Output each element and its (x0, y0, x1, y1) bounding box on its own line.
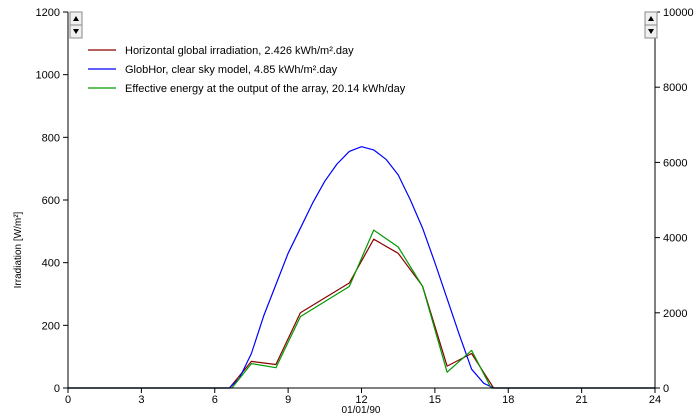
x-tick-label: 0 (65, 394, 71, 406)
up-arrow-icon (73, 16, 79, 21)
up-arrow-icon (648, 16, 654, 21)
x-tick-label: 12 (355, 394, 367, 406)
legend-label-horizontal-global: Horizontal global irradiation, 2.426 kWh… (125, 45, 354, 57)
x-tick-label: 21 (576, 394, 588, 406)
y-axis-label: Irradiation [W/m²] (13, 211, 24, 288)
ticks: 0 3 6 9 12 15 18 21 2402004006008001000120002000… (36, 7, 694, 406)
x-tick-label: 24 (649, 394, 661, 406)
y-tick-label: 1200 (36, 7, 60, 19)
x-axis-label: 01/01/90 (342, 405, 381, 416)
x-tick-label: 6 (212, 394, 218, 406)
y-tick-label: 0 (54, 383, 60, 395)
y-tick-label: 400 (42, 258, 60, 270)
y2-tick-label: 8000 (663, 82, 687, 94)
series-line-effective-energy (68, 229, 655, 389)
y-tick-label: 1000 (36, 70, 60, 82)
series-line-horizontal-global (68, 238, 655, 389)
down-arrow-icon (73, 29, 79, 34)
y-tick-label: 200 (42, 320, 60, 332)
x-tick-label: 9 (285, 394, 291, 406)
y2-tick-label: 6000 (663, 157, 687, 169)
legend: Horizontal global irradiation, 2.426 kWh… (88, 45, 406, 95)
x-tick-label: 18 (502, 394, 514, 406)
y2-tick-label: 2000 (663, 308, 687, 320)
series-line-clear-sky (68, 146, 655, 389)
y2-tick-label: 10000 (663, 7, 694, 19)
y-tick-label: 800 (42, 132, 60, 144)
plot-lines (68, 146, 655, 389)
legend-label-effective-energy: Effective energy at the output of the ar… (125, 83, 406, 95)
right-scroll-up-button[interactable] (644, 11, 658, 26)
left-scroll-up-button[interactable] (69, 11, 83, 26)
legend-label-clear-sky: GlobHor, clear sky model, 4.85 kWh/m².da… (125, 64, 338, 76)
x-tick-label: 3 (138, 394, 144, 406)
down-arrow-icon (648, 29, 654, 34)
left-scroll-down-button[interactable] (69, 24, 83, 39)
x-tick-label: 15 (429, 394, 441, 406)
y-tick-label: 600 (42, 195, 60, 207)
y2-tick-label: 4000 (663, 233, 687, 245)
y2-tick-label: 0 (663, 383, 669, 395)
right-scroll-down-button[interactable] (644, 24, 658, 39)
